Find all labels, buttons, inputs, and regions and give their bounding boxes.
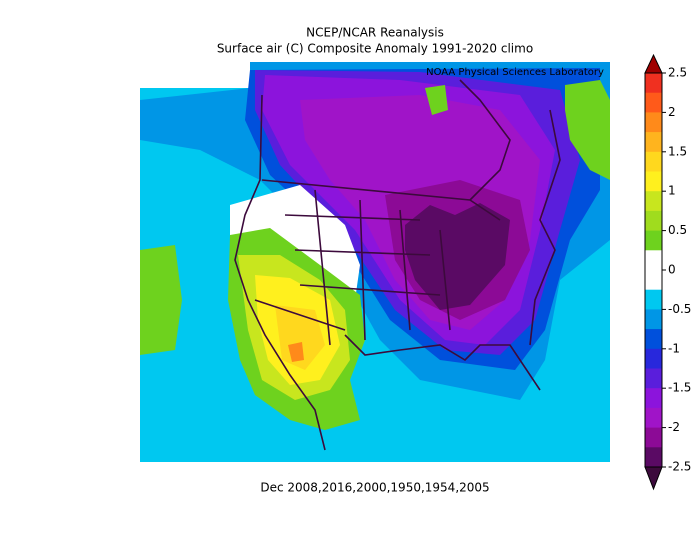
colorbar-tick-label: 1 — [668, 184, 676, 198]
colorbar-segment — [645, 447, 662, 468]
colorbar-segment — [645, 329, 662, 350]
colorbar-tick-label: 0 — [668, 263, 676, 277]
caption: Dec 2008,2016,2000,1950,1954,2005 — [260, 481, 489, 495]
colorbar-segment — [645, 407, 662, 429]
colorbar-tick-label: 2 — [668, 105, 676, 119]
region-darkorange — [288, 342, 304, 362]
colorbar-segment — [645, 92, 662, 113]
colorbar-segment — [645, 230, 662, 251]
colorbar-segment — [645, 171, 662, 192]
coastline — [234, 79, 561, 451]
title-line: NCEP/NCAR Reanalysis — [306, 26, 444, 40]
colorbar-tick-label: -0.5 — [668, 302, 691, 316]
colorbar-tick-label: 1.5 — [668, 144, 687, 158]
colorbar-segment — [645, 427, 662, 448]
colorbar-segment — [645, 388, 662, 409]
colorbar-segment — [645, 132, 662, 153]
colorbar-tick-label: -2.5 — [668, 460, 691, 474]
colorbar-segment — [645, 289, 662, 310]
colorbar-segment — [645, 348, 662, 369]
title-line: Surface air (C) Composite Anomaly 1991-2… — [217, 42, 533, 56]
colorbar: 2.5 2 1.5 1 0.5 0 -0.5 -1 -1.5 -2 -2.5 — [644, 53, 691, 491]
colorbar-tick-label: -1 — [668, 341, 680, 355]
colorbar-over — [644, 53, 663, 74]
colorbar-tick-label: -2 — [668, 420, 680, 434]
region-core — [405, 203, 510, 310]
region-green-arctic — [425, 85, 448, 115]
colorbar-segment — [645, 250, 662, 271]
credit: NOAA Physical Sciences Laboratory — [426, 67, 604, 78]
region-green-greenland — [565, 80, 610, 180]
colorbar-under — [644, 466, 663, 491]
colorbar-segment — [645, 270, 662, 291]
colorbar-segment — [645, 112, 662, 133]
colorbar-segment — [645, 368, 662, 389]
colorbar-segment — [645, 191, 662, 212]
colorbar-segment — [645, 73, 662, 94]
colorbar-tick-label: 0.5 — [668, 223, 687, 237]
region-orange — [275, 305, 325, 370]
map — [140, 62, 610, 462]
colorbar-segment — [645, 210, 662, 232]
colorbar-tick-label: 2.5 — [668, 66, 687, 80]
colorbar-segment — [645, 309, 662, 330]
region-green-west — [140, 245, 182, 355]
colorbar-tick-label: -1.5 — [668, 381, 691, 395]
colorbar-segment — [645, 151, 662, 172]
border-line — [254, 179, 501, 346]
